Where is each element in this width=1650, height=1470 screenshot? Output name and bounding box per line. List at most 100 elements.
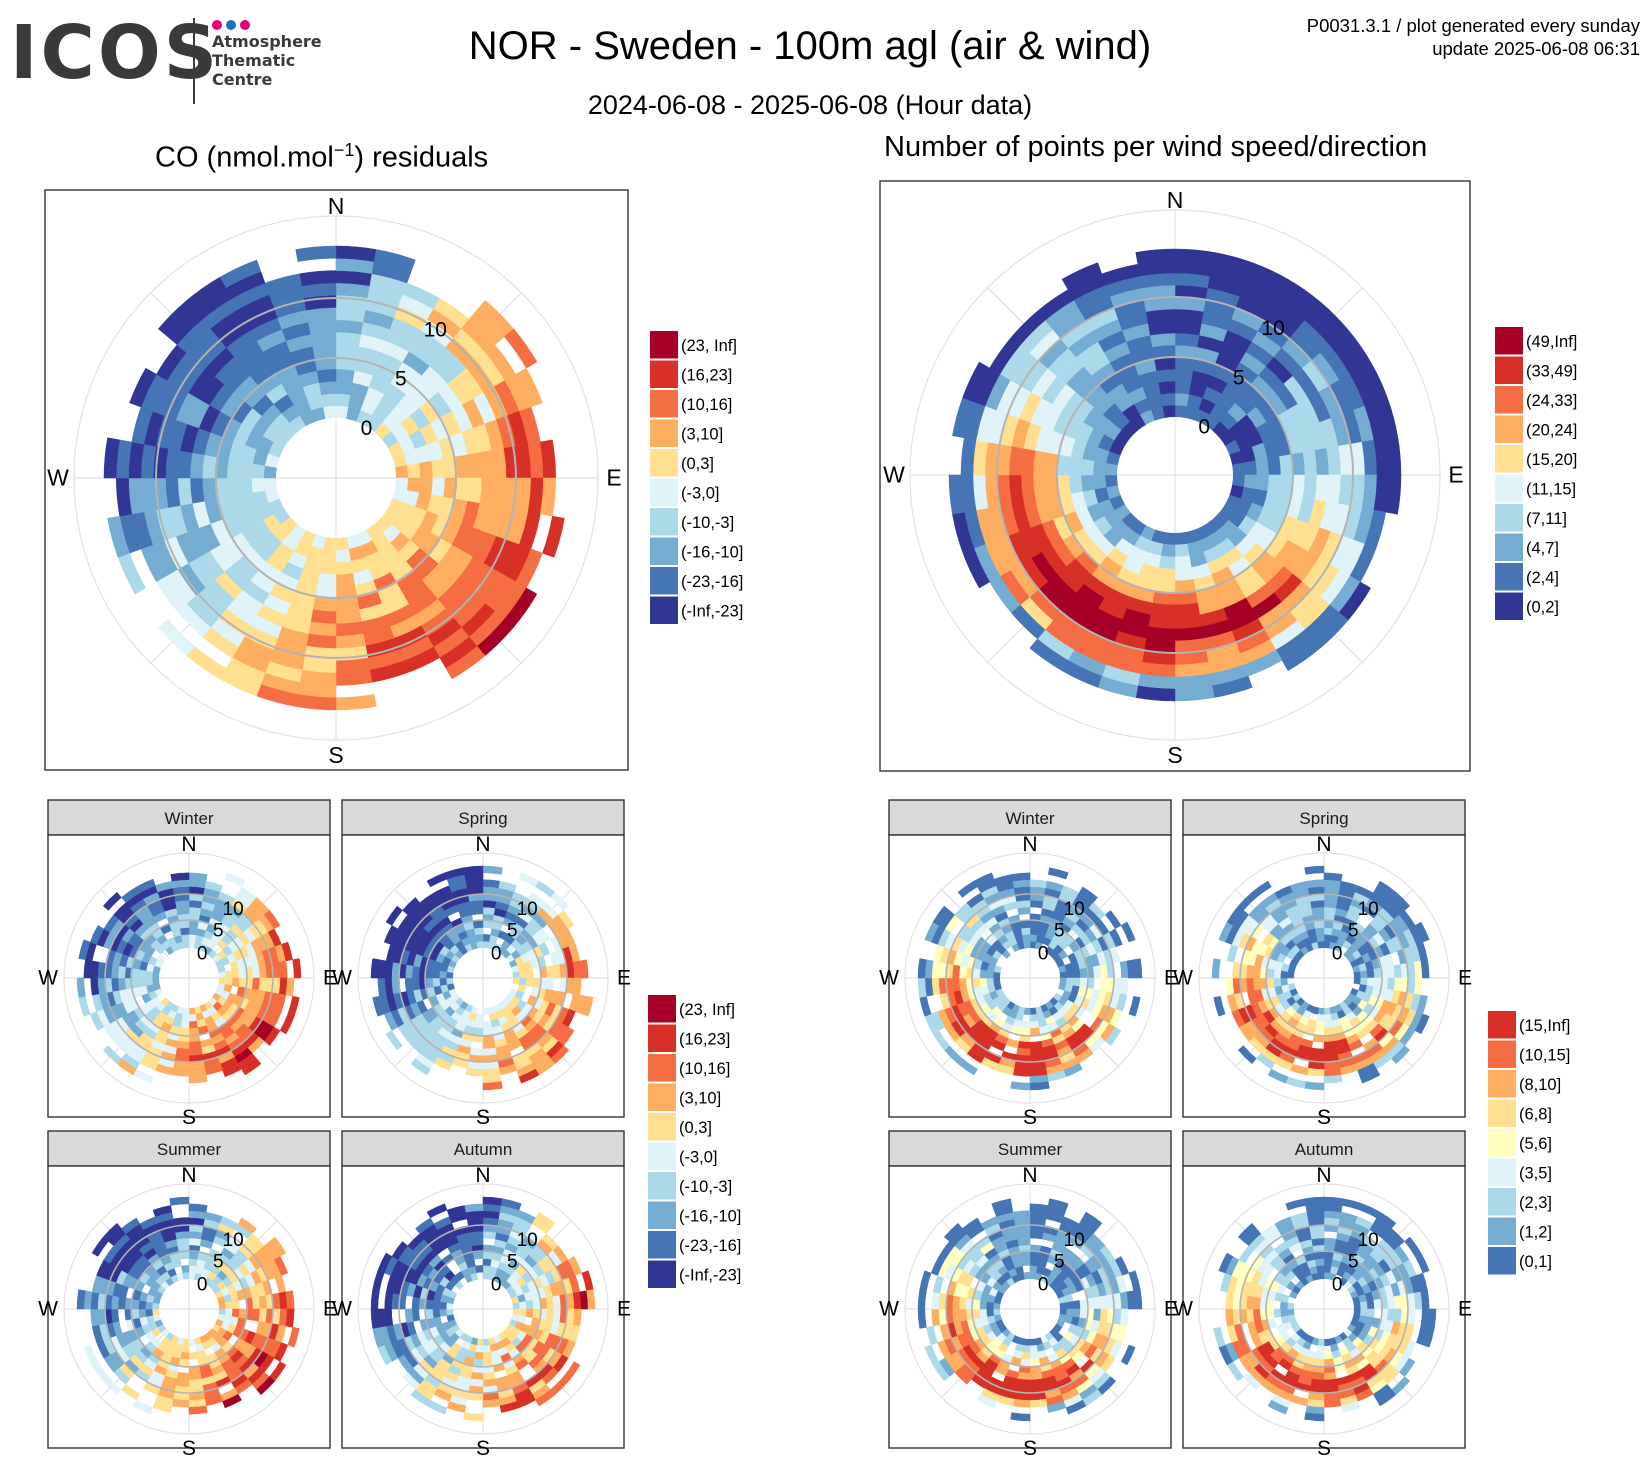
co-facet-summer-outer-ring [63,1183,315,1435]
heat-cell [1316,1344,1325,1353]
heat-cell [204,880,223,893]
heat-cell [1019,920,1031,929]
heat-cell [175,1378,190,1388]
heat-cell [1323,1378,1338,1388]
heat-cell [1029,1338,1037,1347]
heat-cell [1314,1258,1325,1267]
legend-label: (15,20] [1526,451,1577,469]
heat-cell [188,1351,199,1360]
radial-tick-label: 0 [1038,943,1049,964]
heat-cell [1323,1013,1332,1022]
heat-cell [131,1308,140,1320]
heat-cell [377,977,387,997]
radial-tick-label: 0 [1198,415,1210,438]
heat-cell [335,573,356,588]
heat-cell [312,344,337,359]
heat-cell [472,920,484,929]
radial-tick-label: 5 [1054,920,1065,941]
heat-cell [251,977,261,991]
heat-cell [1323,1020,1334,1029]
heat-cell [384,1291,394,1310]
heat-cell [1366,1299,1375,1310]
legend-label: (11,15] [1526,481,1576,499]
heat-cell [1323,1251,1335,1260]
heat-cell [263,477,278,491]
heat-cell [1174,602,1200,618]
heat-cell [110,1308,120,1323]
heat-cell [1079,1298,1088,1310]
heat-cell [335,621,364,637]
heat-cell [179,927,190,936]
heat-cell [188,1258,199,1267]
legend-label: (49,Inf] [1526,333,1577,351]
wind-counts-annual-speed-ring [1056,356,1294,594]
heat-cell [136,878,156,894]
co-residuals-title: CO (nmol.mol−1) residuals [155,140,488,175]
heat-cell [1156,567,1176,582]
legend-swatch [1495,504,1523,532]
legend-label: (7,11] [1526,510,1567,528]
legend-swatch [1495,386,1523,414]
legend-swatch [1488,1247,1516,1275]
legend-label: (24,33] [1526,392,1577,410]
heat-cell [411,965,421,979]
legend-label: (15,Inf] [1519,1017,1570,1035]
heat-cell [138,1299,147,1310]
heat-cell [958,1308,968,1322]
heat-cell [1065,970,1074,979]
heat-cell [972,977,981,989]
compass-label-s: S [328,742,343,768]
heat-cell [473,927,484,936]
heat-cell [472,1358,484,1367]
heat-cell [188,1378,203,1388]
legend-swatch [648,1113,676,1141]
heat-cell [1092,474,1107,490]
heat-cell [335,633,366,649]
heat-cell [473,1351,484,1360]
count-facet-strip-winter-label: Winter [1005,809,1054,828]
heat-cell [482,1081,503,1091]
heat-cell [1008,474,1024,505]
heat-cell [1017,906,1031,916]
count-facet-strip-spring-label: Spring [1299,809,1348,828]
heat-cell [482,1007,490,1016]
heat-cell [515,367,543,408]
heat-cell [1225,1308,1235,1327]
heat-cell [1313,1251,1325,1260]
heat-cell [418,477,434,496]
heat-cell [78,939,91,961]
heat-cell [1012,1067,1031,1077]
heat-cell [1323,1338,1331,1347]
legend-label: (33,49] [1526,363,1577,381]
heat-cell [579,959,589,979]
heat-cell [482,1258,493,1267]
heat-cell [188,1074,208,1084]
heat-cell [1029,1398,1048,1408]
heat-cell [482,899,497,909]
heat-cell [188,1203,208,1213]
heat-cell [1326,445,1342,476]
heat-cell [979,977,988,988]
compass-label-w: W [879,1298,899,1321]
heat-cell [1029,1378,1044,1388]
legend-swatch [1488,1011,1516,1039]
heat-cell [1255,474,1270,492]
heat-cell [1386,965,1396,979]
heat-cell [525,1299,534,1310]
heat-cell [1174,626,1205,642]
co-facet-autumn-outer-ring [357,1183,609,1435]
heat-cell [1386,977,1396,991]
co-residuals-annual-outer-ring [73,215,599,741]
logo-divider [193,18,195,104]
heat-cell [432,968,441,979]
heat-cell [1393,1295,1403,1310]
compass-label-w: W [332,967,352,990]
heat-cell [1017,1040,1031,1050]
plot-id: P0031.3.1 / plot generated every sunday [1306,15,1640,36]
legend-label: (3,10] [681,426,723,444]
heat-cell [467,477,483,504]
compass-label-s: S [182,1106,196,1129]
co-seasonal-legend: (23, Inf] (16,23] (10,16] (3,10] (0,3] (-3,0]… [648,995,741,1288]
heat-cell [1266,1298,1275,1310]
